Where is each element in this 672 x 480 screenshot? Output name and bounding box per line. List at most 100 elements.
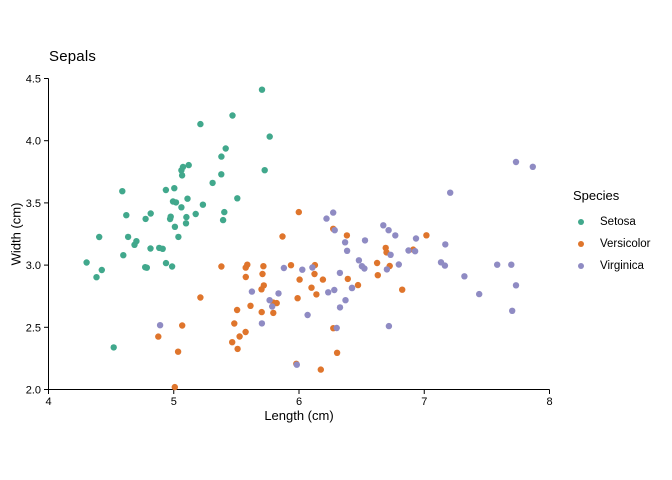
- data-point-virginica: [383, 266, 391, 273]
- data-point-versicolor: [236, 333, 243, 340]
- data-point-virginica: [512, 282, 520, 289]
- y-tick-label: 2.0: [26, 385, 41, 397]
- data-point-versicolor: [244, 261, 251, 268]
- data-point-virginica: [269, 303, 276, 310]
- data-point-versicolor: [382, 244, 389, 252]
- data-point-setosa: [219, 216, 227, 224]
- data-point-virginica: [385, 322, 393, 330]
- data-point-setosa: [221, 208, 228, 216]
- data-point-versicolor: [423, 232, 430, 239]
- axes-spines: [48, 78, 550, 390]
- data-point-setosa: [120, 252, 127, 259]
- y-tick-label: 3.0: [26, 260, 41, 272]
- data-point-virginica: [395, 261, 402, 268]
- data-point-versicolor: [311, 270, 318, 278]
- data-point-versicolor: [218, 263, 225, 270]
- data-point-setosa: [131, 241, 138, 248]
- legend-label-virginica: Virginica: [600, 260, 644, 272]
- data-point-versicolor: [308, 284, 315, 291]
- data-point-setosa: [209, 179, 216, 187]
- data-point-setosa: [110, 344, 117, 351]
- data-point-versicolor: [258, 308, 265, 316]
- data-point-versicolor: [374, 272, 381, 279]
- legend-label-versicolor: Versicolor: [600, 238, 651, 250]
- data-point-versicolor: [313, 291, 320, 298]
- data-point-virginica: [304, 311, 311, 319]
- legend-item-virginica: Virginica: [565, 255, 670, 277]
- data-point-setosa: [199, 201, 207, 208]
- data-point-versicolor: [179, 322, 186, 329]
- data-point-setosa: [96, 233, 103, 241]
- data-point-setosa: [183, 213, 190, 221]
- data-point-versicolor: [344, 275, 351, 283]
- legend-dot-setosa-icon: [578, 219, 584, 225]
- y-tick-label: 4.5: [26, 74, 41, 86]
- data-point-versicolor: [197, 294, 204, 301]
- data-point-virginica: [333, 324, 340, 332]
- y-tick-label: 3.5: [26, 198, 41, 210]
- data-point-virginica: [309, 264, 316, 271]
- data-point-versicolor: [317, 366, 324, 373]
- data-point-virginica: [343, 247, 351, 254]
- data-point-setosa: [123, 212, 130, 219]
- data-point-versicolor: [171, 383, 178, 391]
- legend-label-setosa: Setosa: [600, 216, 636, 228]
- data-point-virginica: [330, 209, 337, 216]
- data-point-versicolor: [233, 306, 241, 314]
- data-point-setosa: [266, 133, 273, 140]
- data-point-versicolor: [296, 276, 303, 283]
- data-point-setosa: [171, 223, 179, 230]
- data-point-versicolor: [279, 233, 286, 240]
- data-point-versicolor: [295, 208, 302, 216]
- data-point-virginica: [280, 264, 288, 272]
- data-point-virginica: [512, 158, 520, 166]
- data-point-setosa: [168, 263, 176, 270]
- x-tick-label: 7: [421, 396, 427, 408]
- data-point-versicolor: [155, 333, 162, 340]
- data-point-virginica: [331, 286, 338, 294]
- chart-title: Sepals: [49, 48, 97, 65]
- data-point-setosa: [83, 259, 90, 266]
- data-point-virginica: [385, 227, 392, 234]
- data-point-versicolor: [242, 328, 249, 336]
- data-point-setosa: [119, 188, 126, 195]
- data-point-setosa: [218, 153, 225, 160]
- data-point-versicolor: [294, 295, 301, 302]
- data-point-virginica: [509, 307, 516, 314]
- y-tick-label: 4.0: [26, 136, 41, 148]
- data-point-virginica: [411, 248, 419, 255]
- data-point-versicolor: [373, 259, 381, 267]
- data-point-setosa: [229, 112, 236, 119]
- data-point-virginica: [461, 273, 468, 280]
- data-point-virginica: [336, 304, 344, 311]
- data-point-virginica: [342, 297, 349, 304]
- data-point-setosa: [166, 215, 174, 223]
- data-point-virginica: [355, 257, 363, 264]
- data-point-versicolor: [333, 349, 341, 356]
- data-point-virginica: [325, 289, 332, 296]
- data-point-virginica: [405, 247, 412, 254]
- data-point-setosa: [147, 245, 154, 252]
- data-point-versicolor: [247, 302, 254, 309]
- y-tick-label: 2.5: [26, 322, 41, 334]
- legend-title: Species: [573, 188, 620, 203]
- data-point-setosa: [178, 172, 186, 179]
- data-point-setosa: [182, 220, 190, 227]
- data-point-versicolor: [174, 348, 182, 355]
- x-tick-label: 8: [546, 396, 552, 408]
- data-point-versicolor: [287, 262, 295, 269]
- data-point-setosa: [162, 259, 170, 267]
- data-point-setosa: [185, 161, 192, 169]
- data-point-setosa: [192, 210, 199, 218]
- data-point-setosa: [261, 167, 268, 174]
- x-axis-label: Length (cm): [264, 408, 334, 423]
- y-axis-label: Width (cm): [8, 202, 24, 266]
- data-point-versicolor: [343, 232, 351, 239]
- data-point-setosa: [178, 167, 185, 174]
- data-point-virginica: [275, 290, 282, 297]
- x-tick-label: 5: [171, 396, 177, 408]
- data-point-virginica: [258, 320, 266, 327]
- data-point-setosa: [218, 171, 225, 178]
